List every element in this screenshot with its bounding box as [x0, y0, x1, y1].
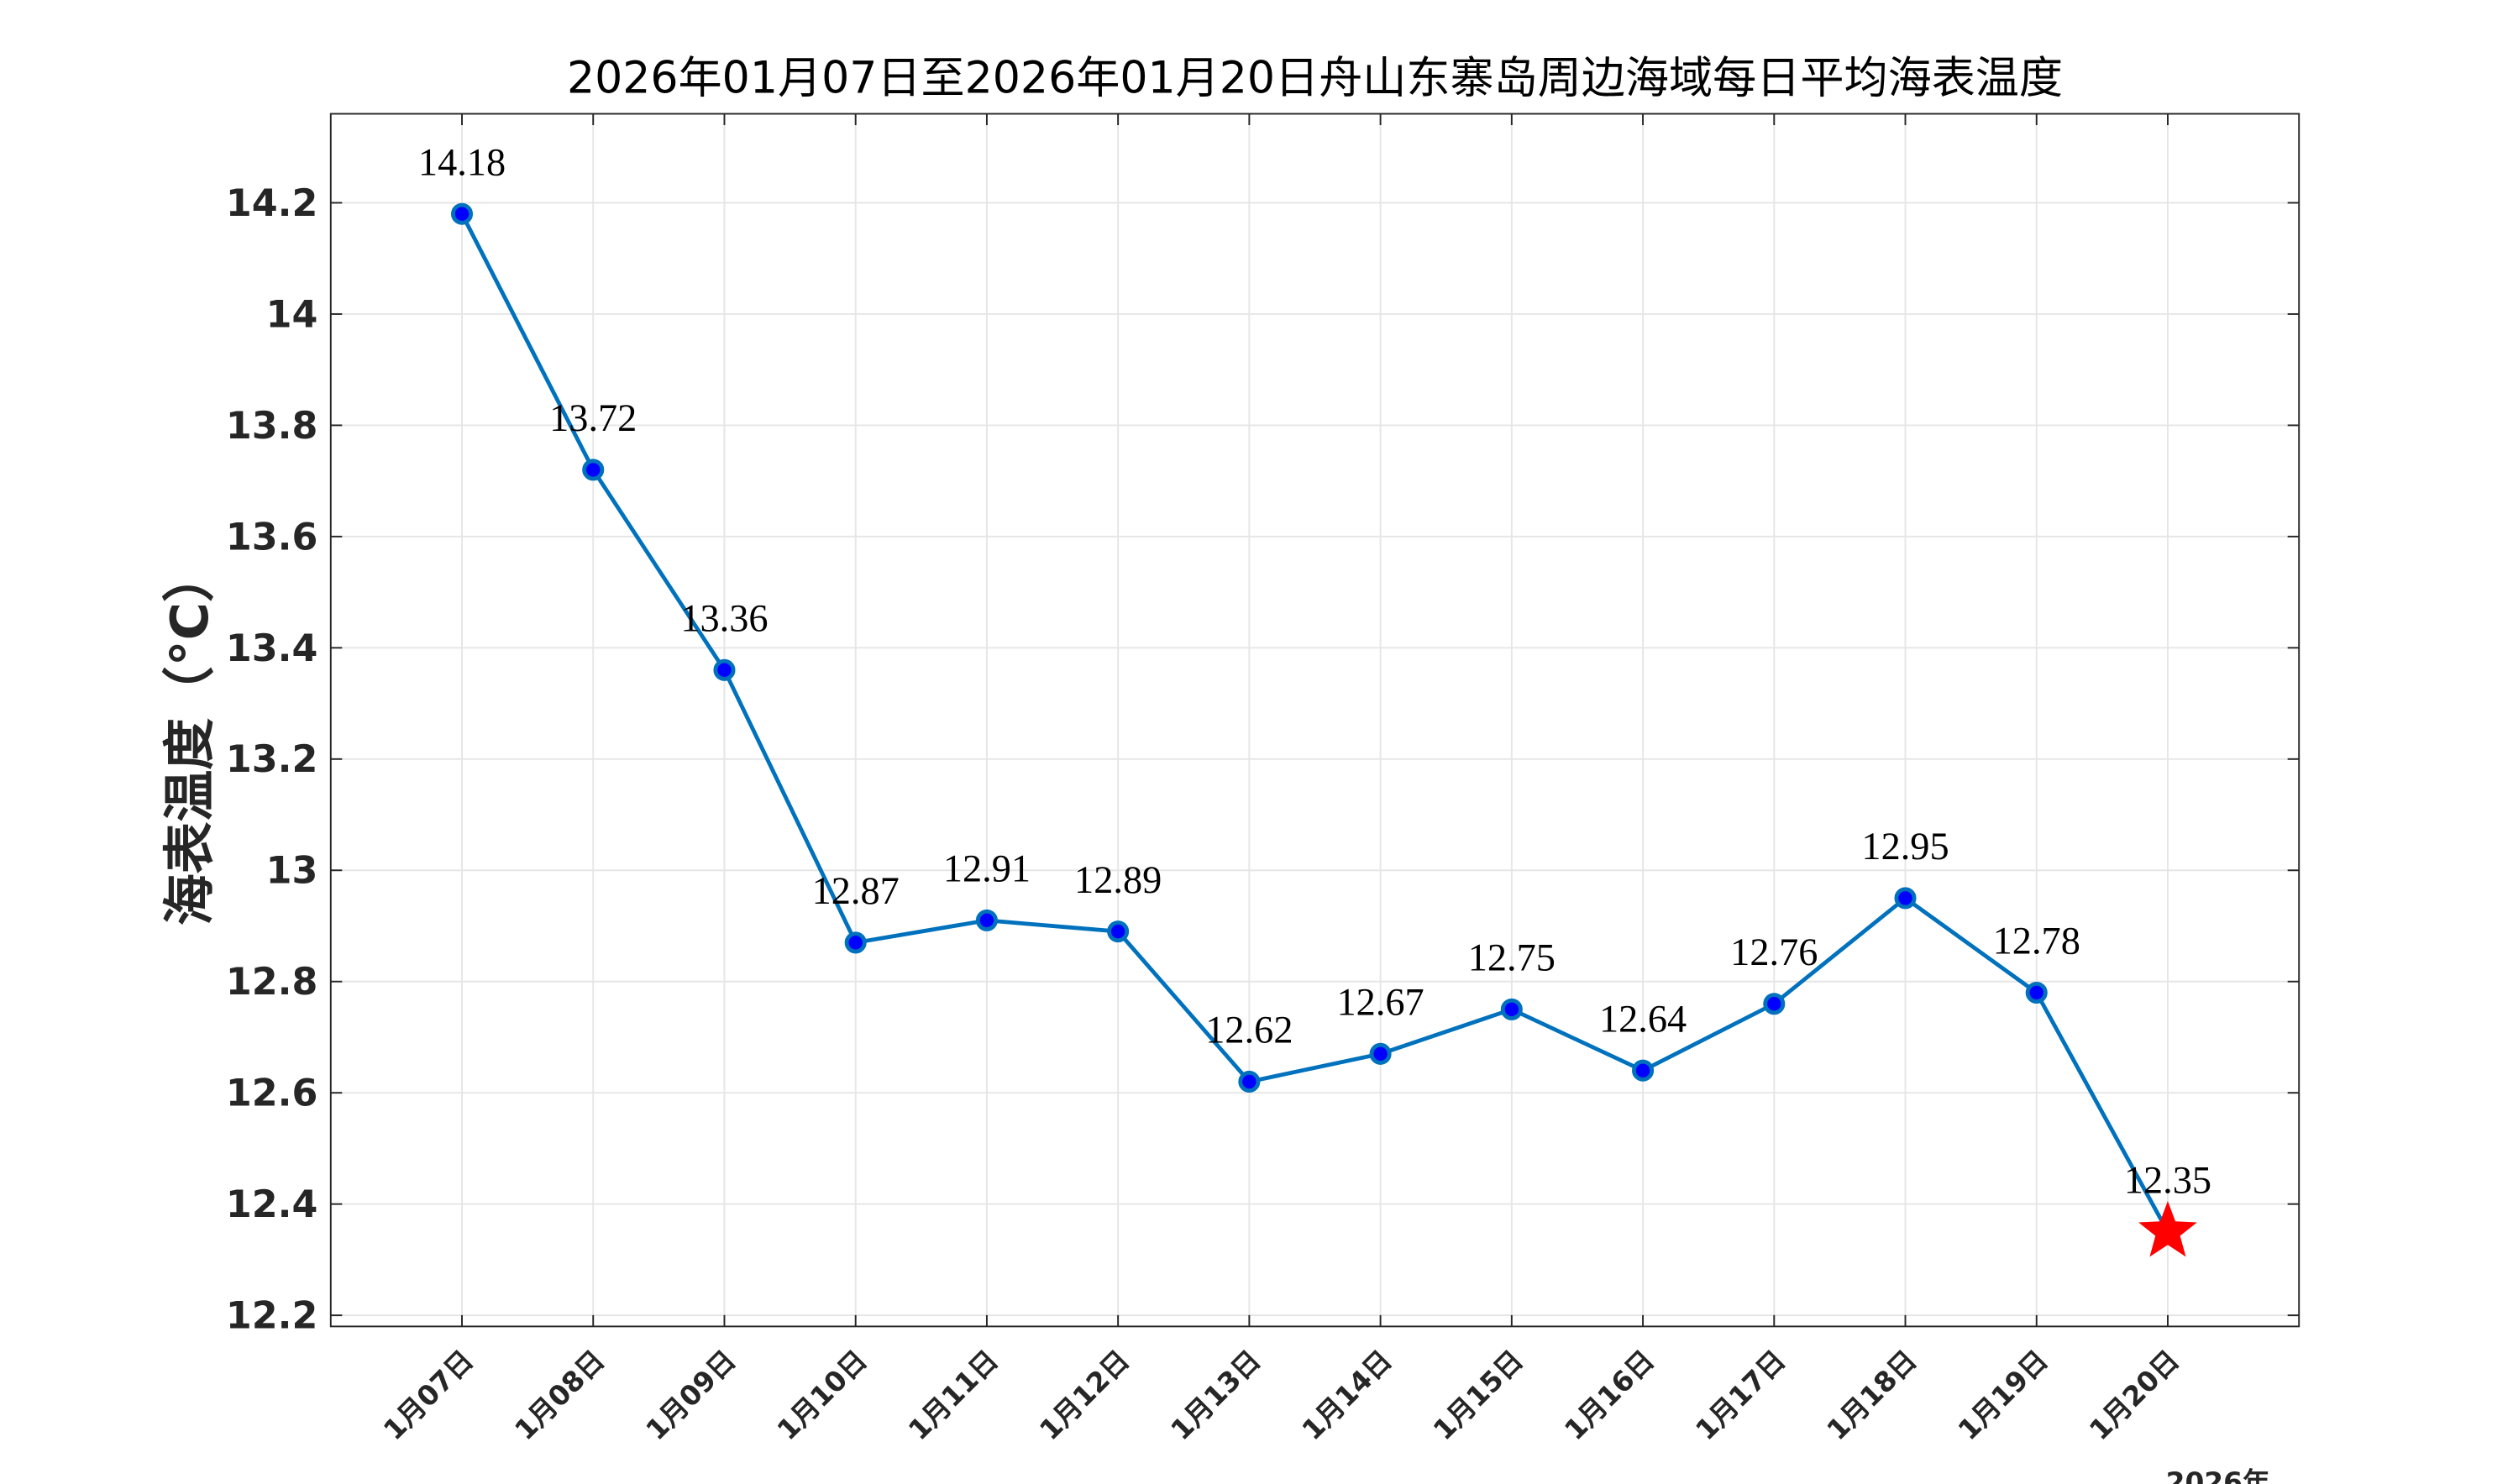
y-tick-label: 13: [266, 850, 318, 893]
y-tick-label: 13.8: [226, 405, 318, 448]
data-point: [1894, 887, 1917, 910]
data-label: 12.64: [1599, 998, 1687, 1041]
chart-title: 2026年01月07日至2026年01月20日舟山东寨岛周边海域每日平均海表温度: [567, 53, 2063, 103]
year-label: 2026年: [2166, 1466, 2270, 1484]
data-point: [1107, 920, 1130, 943]
data-point: [713, 658, 736, 681]
y-tick-label: 13.2: [226, 738, 318, 781]
data-point: [1238, 1070, 1261, 1093]
data-point: [1369, 1042, 1392, 1065]
data-label: 12.75: [1468, 937, 1556, 980]
series: 14.18 13.72 13.36 12.87 12.91 12.89 12.62 12.67…: [418, 141, 2211, 1257]
x-tick-label: 1月11日: [902, 1345, 1005, 1447]
data-label: 12.78: [1993, 920, 2080, 963]
data-point: [1632, 1059, 1655, 1082]
y-tick-label: 14: [266, 293, 318, 336]
data-point: [450, 202, 474, 225]
data-point: [1500, 998, 1523, 1020]
x-tick-label: 1月12日: [1034, 1345, 1136, 1447]
x-tick-label: 1月07日: [377, 1345, 480, 1447]
grid: [330, 113, 2300, 1327]
y-tick-label: 12.2: [226, 1295, 318, 1338]
y-axis: 12.2 12.4 12.6 12.8 13 13.2 13.4 13.6 13.8 14 14.2: [226, 182, 2300, 1338]
data-label: 12.62: [1205, 1009, 1293, 1052]
data-point: [975, 909, 998, 931]
y-tick-label: 12.4: [226, 1183, 318, 1226]
y-tick-label: 12.8: [226, 961, 318, 1004]
x-tick-label: 1月10日: [771, 1345, 874, 1447]
x-tick-label: 1月08日: [509, 1345, 611, 1447]
x-tick-label: 1月17日: [1690, 1345, 1792, 1447]
y-tick-label: 12.6: [226, 1072, 318, 1115]
x-tick-label: 1月09日: [640, 1345, 742, 1447]
data-label: 12.91: [943, 848, 1031, 891]
plot-border: [329, 113, 2301, 1328]
data-label: 12.95: [1861, 826, 1949, 868]
x-tick-label: 1月13日: [1165, 1345, 1267, 1447]
data-point: [844, 931, 867, 954]
data-label: 12.89: [1074, 859, 1162, 902]
data-label: 13.72: [549, 397, 637, 440]
data-label: 14.18: [418, 141, 506, 184]
series-line: [459, 212, 2170, 1233]
x-tick-label: 1月19日: [1952, 1345, 2054, 1447]
data-point: [2025, 981, 2048, 1004]
data-label: 12.35: [2124, 1159, 2211, 1202]
x-tick-label: 1月14日: [1296, 1345, 1398, 1447]
x-tick-label: 1月15日: [1427, 1345, 1529, 1447]
y-tick-label: 13.6: [226, 516, 318, 558]
data-label: 12.87: [812, 870, 900, 913]
plot-area: [330, 113, 2300, 1327]
data-point: [582, 459, 605, 481]
x-tick-label: 1月20日: [2083, 1345, 2185, 1447]
x-tick-label: 1月18日: [1821, 1345, 1923, 1447]
data-label: 12.67: [1337, 982, 1424, 1025]
highlight-star-marker: [2138, 1201, 2197, 1257]
y-tick-label: 14.2: [226, 182, 318, 225]
data-point: [1763, 993, 1786, 1015]
x-tick-label: 1月16日: [1558, 1345, 1660, 1447]
data-label: 13.36: [680, 598, 768, 641]
data-label: 12.76: [1730, 931, 1818, 974]
y-tick-label: 13.4: [226, 627, 318, 670]
y-axis-label: 海表温度（°C）: [160, 550, 220, 926]
